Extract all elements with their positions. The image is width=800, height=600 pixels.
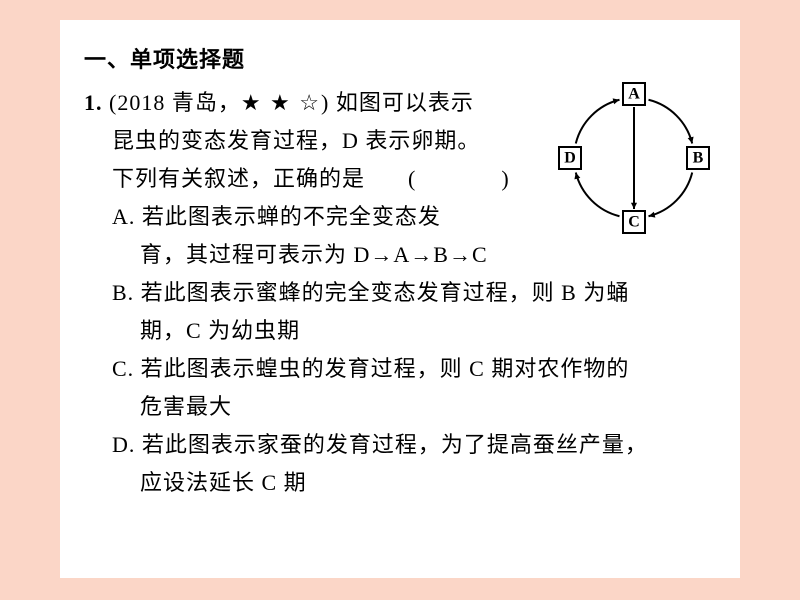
cycle-diagram: A B C D (554, 78, 714, 238)
svg-text:A: A (628, 86, 640, 103)
optD-l2: 应设法延长 C 期 (84, 464, 716, 502)
svg-text:B: B (693, 150, 704, 167)
optB-l2: 期，C 为幼虫期 (84, 312, 716, 350)
optC-l2: 危害最大 (84, 388, 716, 426)
q1-line3a: 下列有关叙述，正确的是 (112, 166, 365, 191)
page: 一、单项选择题 1. (2018 青岛，★ ★ ☆) 如图可以表示 昆虫的变态发… (60, 20, 740, 578)
source-suffix: ) 如图可以表示 (321, 90, 474, 115)
optA-l2: 育，其过程可表示为 D→A→B→C (84, 236, 716, 274)
source-prefix: (2018 青岛， (109, 90, 241, 115)
optD-l1: D. 若此图表示家蚕的发育过程，为了提高蚕丝产量， (84, 426, 716, 464)
optB-l1: B. 若此图表示蜜蜂的完全变态发育过程，则 B 为蛹 (84, 274, 716, 312)
section-header: 一、单项选择题 (84, 42, 716, 74)
optC-l1: C. 若此图表示蝗虫的发育过程，则 C 期对农作物的 (84, 350, 716, 388)
answer-paren: ( ) (408, 166, 523, 191)
question-number: 1. (84, 90, 103, 115)
difficulty-stars: ★ ★ ☆ (241, 90, 321, 115)
svg-text:D: D (564, 150, 576, 167)
svg-text:C: C (628, 214, 640, 231)
